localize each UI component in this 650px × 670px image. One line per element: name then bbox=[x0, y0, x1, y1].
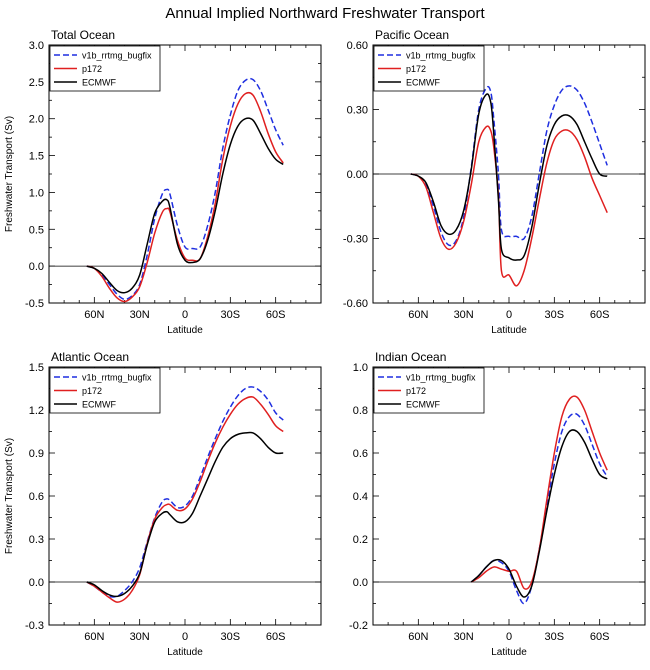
legend-label-v1b: v1b_rrtmg_bugfix bbox=[82, 51, 152, 61]
x-tick-label: 30N bbox=[454, 309, 474, 321]
y-tick-label: 1.0 bbox=[353, 362, 368, 374]
legend-label-v1b: v1b_rrtmg_bugfix bbox=[82, 373, 152, 383]
x-tick-label: 30S bbox=[221, 631, 241, 643]
legend-label-v1b: v1b_rrtmg_bugfix bbox=[406, 373, 476, 383]
y-tick-label: 0.0 bbox=[353, 577, 368, 589]
x-axis-label: Latitude bbox=[167, 647, 203, 658]
x-tick-label: 0 bbox=[182, 309, 188, 321]
y-tick-label: 1.2 bbox=[29, 405, 44, 417]
series-line-v1b bbox=[86, 386, 284, 598]
x-tick-label: 30S bbox=[545, 631, 565, 643]
panel-1: Pacific Ocean 60N 30N 0 30S 60S -0.60 -0.30 0.00… bbox=[343, 28, 646, 336]
y-tick-label: 0.6 bbox=[353, 448, 368, 460]
x-tick-label: 60S bbox=[590, 309, 610, 321]
y-tick-label: 0.2 bbox=[353, 534, 368, 546]
y-tick-label: 1.5 bbox=[29, 362, 44, 374]
y-tick-label: 1.0 bbox=[29, 187, 44, 199]
x-axis-label: Latitude bbox=[491, 325, 527, 336]
series-line-ecmwf bbox=[86, 117, 284, 294]
x-tick-label: 60S bbox=[266, 309, 286, 321]
y-tick-label: 0.3 bbox=[29, 534, 44, 546]
legend-label-p172: p172 bbox=[406, 386, 426, 396]
legend: v1b_rrtmg_bugfix p172 ECMWF bbox=[373, 45, 485, 92]
x-tick-label: 0 bbox=[506, 309, 512, 321]
panel-title: Total Ocean bbox=[51, 28, 115, 42]
y-tick-label: 0.30 bbox=[347, 105, 368, 117]
panel-0: Total Ocean 60N 30N 0 30S 60S -0.5 0.0 0.5 1.0 1.5… bbox=[4, 28, 322, 336]
series-line-v1b bbox=[470, 412, 608, 605]
legend-label-ecmwf: ECMWF bbox=[82, 400, 116, 410]
series-line-ecmwf bbox=[86, 431, 284, 598]
x-tick-label: 60N bbox=[84, 309, 104, 321]
y-tick-label: 0.8 bbox=[353, 405, 368, 417]
x-tick-label: 0 bbox=[182, 631, 188, 643]
series-line-p172 bbox=[410, 125, 608, 287]
series-line-p172 bbox=[470, 395, 608, 590]
panel-title: Indian Ocean bbox=[375, 350, 446, 364]
y-tick-label: 3.0 bbox=[29, 40, 44, 52]
legend-box bbox=[49, 45, 161, 92]
figure-title: Annual Implied Northward Freshwater Tran… bbox=[165, 5, 485, 22]
legend-label-p172: p172 bbox=[82, 64, 102, 74]
x-tick-label: 0 bbox=[506, 631, 512, 643]
legend-label-v1b: v1b_rrtmg_bugfix bbox=[406, 51, 476, 61]
y-tick-label: 0.0 bbox=[29, 577, 44, 589]
y-axis-label: Freshwater Transport (Sv) bbox=[4, 116, 15, 232]
y-tick-label: 1.5 bbox=[29, 151, 44, 163]
panel-title: Atlantic Ocean bbox=[51, 350, 129, 364]
series-line-v1b bbox=[86, 77, 284, 301]
x-tick-label: 30N bbox=[130, 631, 150, 643]
legend: v1b_rrtmg_bugfix p172 ECMWF bbox=[373, 367, 485, 414]
y-tick-label: 0.00 bbox=[347, 169, 368, 181]
y-tick-label: -0.3 bbox=[25, 620, 44, 632]
y-tick-label: 0.9 bbox=[29, 448, 44, 460]
x-tick-label: 30S bbox=[545, 309, 565, 321]
legend-label-ecmwf: ECMWF bbox=[406, 400, 440, 410]
legend-label-ecmwf: ECMWF bbox=[82, 78, 116, 88]
x-tick-label: 60N bbox=[84, 631, 104, 643]
x-tick-label: 30N bbox=[454, 631, 474, 643]
series-group bbox=[410, 85, 608, 287]
series-line-p172 bbox=[86, 91, 284, 303]
series-line-ecmwf bbox=[470, 429, 608, 598]
panel-3: Indian Ocean 60N 30N 0 30S 60S -0.2 0.0 0.2 0.4 0.… bbox=[349, 350, 646, 658]
panels: Total Ocean 60N 30N 0 30S 60S -0.5 0.0 0.5 1.0 1.5… bbox=[4, 28, 646, 658]
series-group bbox=[86, 386, 284, 603]
y-tick-label: 0.5 bbox=[29, 224, 44, 236]
y-tick-label: 2.5 bbox=[29, 77, 44, 89]
panel-title: Pacific Ocean bbox=[375, 28, 449, 42]
y-tick-label: -0.2 bbox=[349, 620, 368, 632]
y-axis-label: Freshwater Transport (Sv) bbox=[4, 438, 15, 554]
y-tick-label: 0.60 bbox=[347, 40, 368, 52]
series-line-v1b bbox=[410, 85, 608, 247]
series-line-ecmwf bbox=[410, 93, 608, 261]
panel-2: Atlantic Ocean 60N 30N 0 30S 60S -0.3 0.0 0.3 0.6… bbox=[4, 350, 322, 658]
x-axis-label: Latitude bbox=[167, 325, 203, 336]
legend-label-p172: p172 bbox=[406, 64, 426, 74]
legend-label-p172: p172 bbox=[82, 386, 102, 396]
x-tick-label: 60N bbox=[408, 631, 428, 643]
y-tick-label: -0.60 bbox=[343, 298, 368, 310]
x-tick-label: 30S bbox=[221, 309, 241, 321]
x-tick-label: 60N bbox=[408, 309, 428, 321]
x-tick-label: 30N bbox=[130, 309, 150, 321]
x-tick-label: 60S bbox=[590, 631, 610, 643]
series-group bbox=[86, 77, 284, 303]
legend: v1b_rrtmg_bugfix p172 ECMWF bbox=[49, 367, 161, 414]
y-tick-label: 0.4 bbox=[353, 491, 368, 503]
series-group bbox=[470, 395, 608, 605]
series-line-p172 bbox=[86, 396, 284, 603]
y-tick-label: 0.0 bbox=[29, 261, 44, 273]
y-tick-label: 0.6 bbox=[29, 491, 44, 503]
legend-label-ecmwf: ECMWF bbox=[406, 78, 440, 88]
y-tick-label: 2.0 bbox=[29, 114, 44, 126]
legend: v1b_rrtmg_bugfix p172 ECMWF bbox=[49, 45, 161, 92]
y-tick-label: -0.5 bbox=[25, 298, 44, 310]
y-tick-label: -0.30 bbox=[343, 234, 368, 246]
x-axis-label: Latitude bbox=[491, 647, 527, 658]
x-tick-label: 60S bbox=[266, 631, 286, 643]
